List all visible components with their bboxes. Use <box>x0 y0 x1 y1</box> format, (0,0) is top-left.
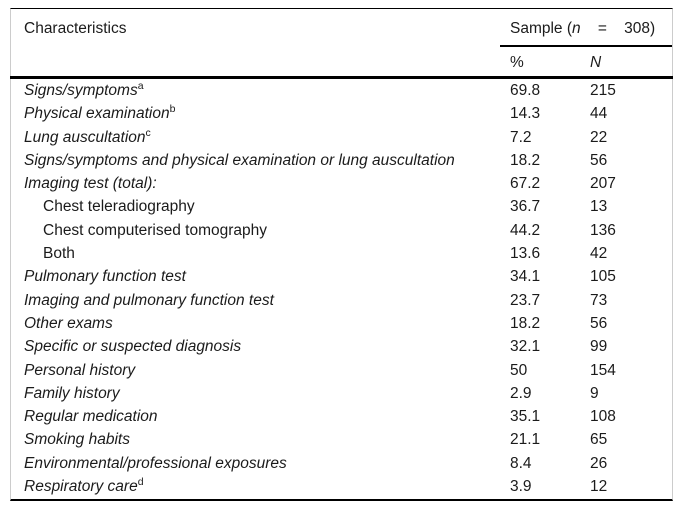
row-label: Respiratory cared <box>24 475 144 496</box>
row-label: Lung auscultationc <box>24 126 151 146</box>
table-row: Personal history 50 154 <box>11 359 672 382</box>
row-label: Smoking habits <box>24 431 130 449</box>
row-percent-value: 7.2 <box>510 128 532 146</box>
row-percent-value: 67.2 <box>510 175 541 193</box>
table-row: Respiratory cared 3.9 12 <box>11 475 672 498</box>
table-row: Imaging test (total): 67.2 207 <box>11 172 672 195</box>
table-row: Physical examinationb 14.3 44 <box>11 102 672 125</box>
row-label: Other exams <box>24 314 113 332</box>
row-n-value: 136 <box>590 221 616 239</box>
row-percent-value: 36.7 <box>510 198 541 216</box>
table-row: Lung auscultationc 7.2 22 <box>11 126 672 149</box>
characteristics-table: Characteristics Sample (n = 308) % N Sig… <box>10 8 673 501</box>
sample-label-suffix: = 308) <box>580 20 656 37</box>
row-label: Chest teleradiography <box>43 198 195 216</box>
row-n-value: 105 <box>590 268 616 286</box>
row-n-value: 42 <box>590 245 608 263</box>
row-label: Environmental/professional exposures <box>24 454 287 472</box>
table-row: Other exams 18.2 56 <box>11 312 672 335</box>
row-n-value: 26 <box>590 454 608 472</box>
row-n-value: 108 <box>590 408 616 426</box>
row-label: Signs/symptoms and physical examination … <box>24 151 455 169</box>
row-n-value: 207 <box>590 175 616 193</box>
sample-header-rule <box>500 45 672 47</box>
row-n-value: 12 <box>590 478 608 496</box>
footnote-marker: b <box>169 103 176 116</box>
row-percent-value: 2.9 <box>510 384 532 402</box>
table-row: Chest computerised tomography 44.2 136 <box>11 219 672 242</box>
row-n-value: 56 <box>590 314 608 332</box>
table-row: Imaging and pulmonary function test 23.7 7… <box>11 289 672 312</box>
row-percent-value: 32.1 <box>510 338 541 356</box>
row-percent-value: 18.2 <box>510 151 541 169</box>
row-percent-value: 3.9 <box>510 478 532 496</box>
table-row: Specific or suspected diagnosis 32.1 99 <box>11 335 672 358</box>
row-label: Both <box>43 245 75 263</box>
row-percent-value: 35.1 <box>510 408 541 426</box>
row-label: Imaging test (total): <box>24 175 157 193</box>
row-n-value: 56 <box>590 151 608 169</box>
row-label: Pulmonary function test <box>24 268 186 286</box>
row-label: Regular medication <box>24 408 158 426</box>
row-n-value: 44 <box>590 105 608 123</box>
footnote-marker: c <box>145 126 151 139</box>
table-row: Signs/symptomsa 69.8 215 <box>11 79 672 102</box>
row-label: Imaging and pulmonary function test <box>24 291 274 309</box>
row-percent-value: 21.1 <box>510 431 541 449</box>
row-n-value: 215 <box>590 82 616 99</box>
row-percent-value: 50 <box>510 361 528 379</box>
row-n-value: 13 <box>590 198 608 216</box>
column-header-sample: Sample (n = 308) <box>510 20 655 38</box>
row-label: Chest computerised tomography <box>43 221 268 239</box>
row-label: Physical examinationb <box>24 103 176 123</box>
column-header-characteristics: Characteristics <box>24 20 127 37</box>
table-body: Signs/symptomsa 69.8 215 Physical examinati… <box>11 79 672 498</box>
row-n-value: 65 <box>590 431 608 449</box>
column-header-n: N <box>590 54 602 71</box>
table-row: Regular medication 35.1 108 <box>11 405 672 428</box>
row-n-value: 22 <box>590 128 608 146</box>
sample-label-prefix: Sample ( <box>510 20 573 37</box>
row-percent-value: 23.7 <box>510 291 541 309</box>
row-n-value: 99 <box>590 338 608 356</box>
sample-n-symbol: n <box>572 20 581 37</box>
table-row: Both 13.6 42 <box>11 242 672 265</box>
row-percent-value: 69.8 <box>510 82 541 99</box>
row-n-value: 9 <box>590 384 599 402</box>
row-percent-value: 18.2 <box>510 314 541 332</box>
table-row: Family history 2.9 9 <box>11 382 672 405</box>
header-divider-rule <box>10 76 673 79</box>
row-percent-value: 13.6 <box>510 245 541 263</box>
table-row: Chest teleradiography 36.7 13 <box>11 195 672 218</box>
row-percent-value: 44.2 <box>510 221 541 239</box>
row-n-value: 154 <box>590 361 616 379</box>
row-percent-value: 8.4 <box>510 454 532 472</box>
row-percent-value: 34.1 <box>510 268 541 286</box>
footnote-marker: d <box>137 475 144 488</box>
row-label: Signs/symptomsa <box>24 79 144 99</box>
row-label: Family history <box>24 384 120 402</box>
row-label: Specific or suspected diagnosis <box>24 338 242 356</box>
table-row: Environmental/professional exposures 8.4 2… <box>11 452 672 475</box>
table-row: Pulmonary function test 34.1 105 <box>11 265 672 288</box>
row-label: Personal history <box>24 361 136 379</box>
row-n-value: 73 <box>590 291 608 309</box>
table-row: Smoking habits 21.1 65 <box>11 428 672 451</box>
column-header-percent: % <box>510 54 524 71</box>
footnote-marker: a <box>137 79 144 92</box>
row-percent-value: 14.3 <box>510 105 541 123</box>
table-row: Signs/symptoms and physical examination … <box>11 149 672 172</box>
